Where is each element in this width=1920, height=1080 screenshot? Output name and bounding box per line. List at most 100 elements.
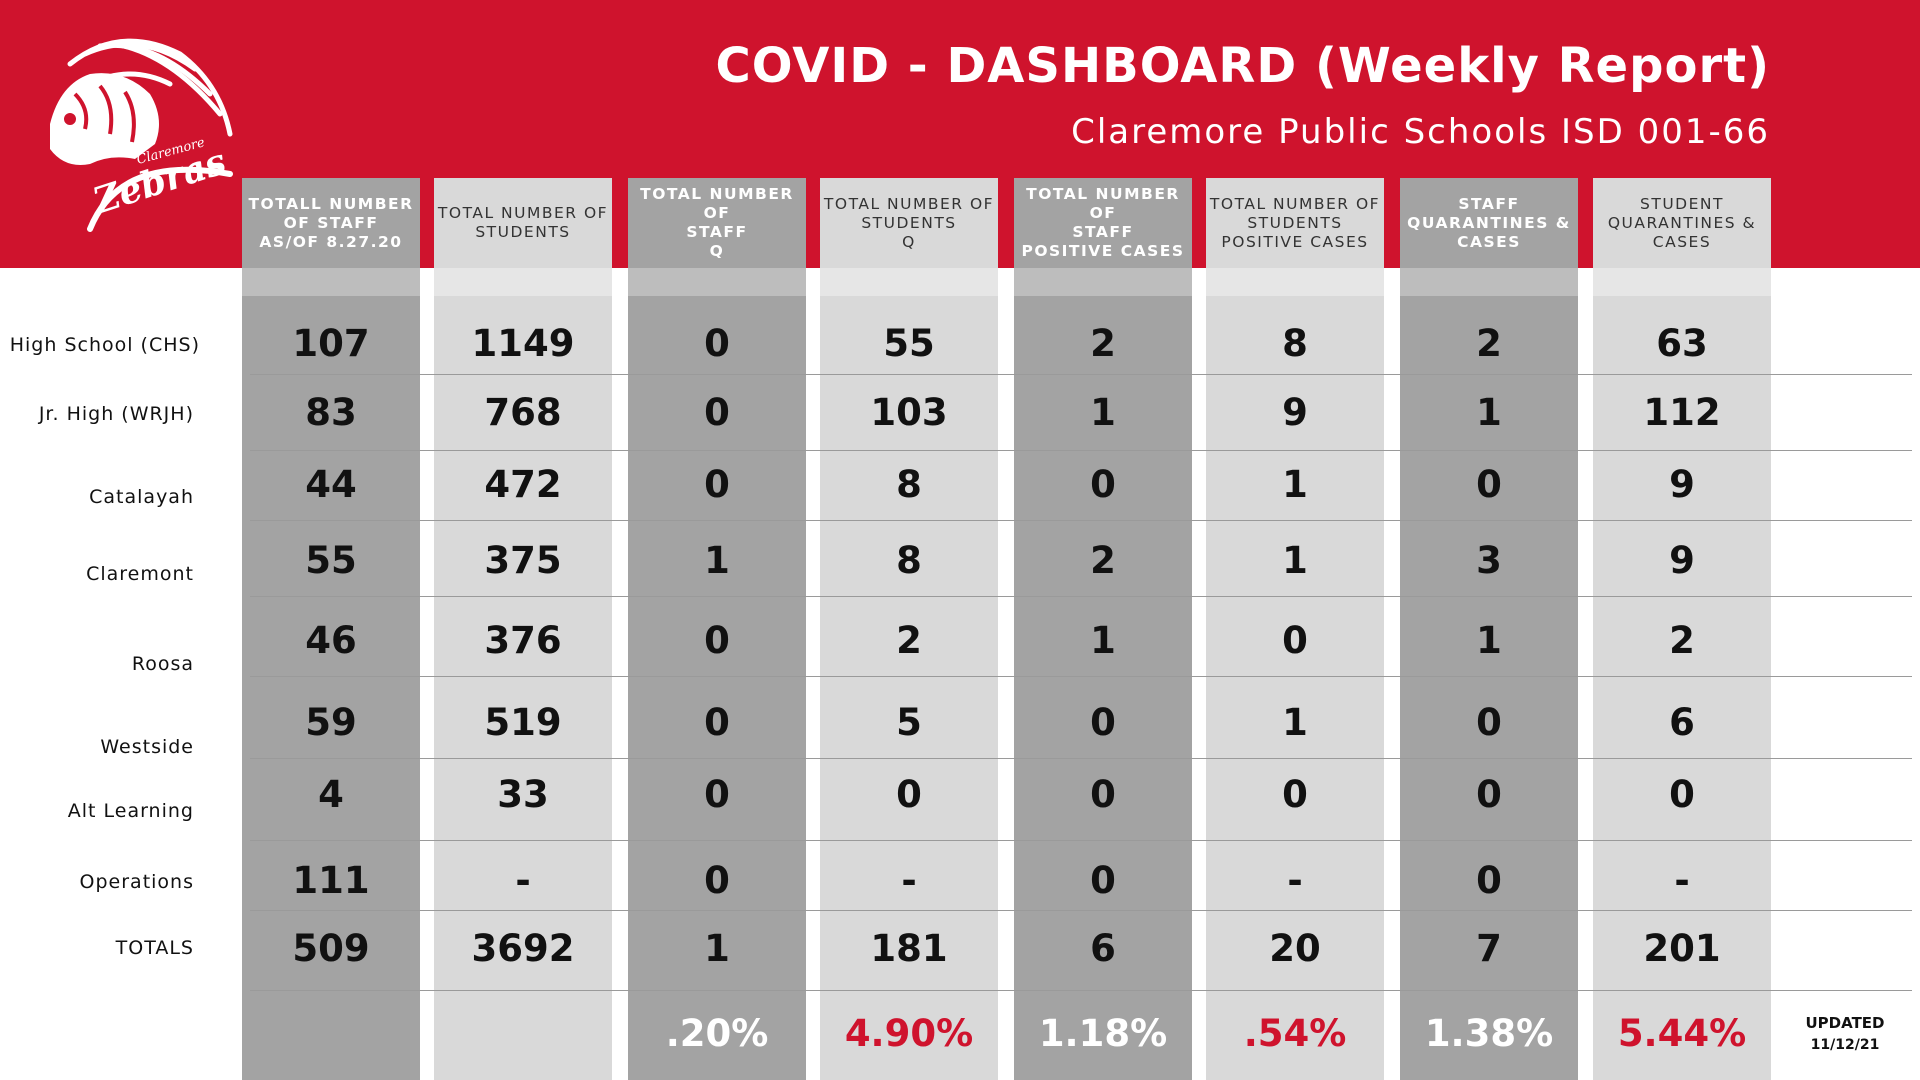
- table-cell: 0: [1669, 773, 1695, 816]
- table-cell: 1: [1476, 391, 1502, 434]
- column-header: TOTAL NUMBER OF STAFF Q: [640, 185, 794, 260]
- table-cell: 0: [1090, 859, 1116, 902]
- table-cell: 5: [896, 701, 922, 744]
- row-divider: [250, 676, 1912, 677]
- table-cell: 0: [704, 391, 730, 434]
- table-cell: 1: [704, 927, 730, 970]
- table-cell: 8: [896, 539, 922, 582]
- row-divider: [250, 450, 1912, 451]
- column-header-spacer: [628, 268, 806, 296]
- row-divider: [250, 840, 1912, 841]
- table-cell: 103: [870, 391, 948, 434]
- row-label: Alt Learning: [67, 800, 194, 822]
- column-3: TOTAL NUMBER OF STAFF Q 0 0 0 1 0 0 0 0 1 .20%: [628, 178, 806, 1080]
- table-cell: 2: [896, 619, 922, 662]
- table-cell: 0: [896, 773, 922, 816]
- column-header: TOTAL NUMBER OF STAFF POSITIVE CASES: [1021, 185, 1185, 260]
- percent-value: 4.90%: [844, 1012, 974, 1055]
- table-cell: 1: [1090, 391, 1116, 434]
- table-cell: 0: [1282, 773, 1308, 816]
- column-header-spacer: [1400, 268, 1578, 296]
- column-1: TOTALL NUMBER OF STAFF AS/OF 8.27.20 107 8…: [242, 178, 420, 1080]
- table-cell: 201: [1643, 927, 1721, 970]
- table-cell: 0: [1282, 619, 1308, 662]
- table-cell: 2: [1090, 539, 1116, 582]
- row-label: Roosa: [131, 653, 194, 675]
- table-cell: 0: [704, 322, 730, 365]
- row-divider: [250, 990, 1912, 991]
- column-header: STUDENT QUARANTINES & CASES: [1607, 194, 1757, 251]
- table-cell: 1: [704, 539, 730, 582]
- column-6: TOTAL NUMBER OF STUDENTS POSITIVE CASES 8…: [1206, 178, 1384, 1080]
- table-cell: 0: [704, 463, 730, 506]
- table-cell: 3: [1476, 539, 1502, 582]
- column-header: TOTAL NUMBER OF STUDENTS: [437, 204, 609, 241]
- percent-value: 1.38%: [1424, 1012, 1554, 1055]
- table-cell: 472: [484, 463, 562, 506]
- table-cell: 107: [292, 322, 370, 365]
- table-cell: 111: [292, 859, 370, 902]
- table-cell: 376: [484, 619, 562, 662]
- column-2: TOTAL NUMBER OF STUDENTS 1149 768 472 375 376…: [434, 178, 612, 1080]
- row-divider: [250, 910, 1912, 911]
- table-cell: 1: [1282, 463, 1308, 506]
- table-cell: 0: [704, 619, 730, 662]
- row-divider: [250, 520, 1912, 521]
- row-label: Westside: [100, 736, 194, 758]
- row-divider: [250, 374, 1912, 375]
- table-cell: 63: [1656, 322, 1708, 365]
- column-5: TOTAL NUMBER OF STAFF POSITIVE CASES 2 1 0 2…: [1014, 178, 1192, 1080]
- column-header-spacer: [1014, 268, 1192, 296]
- table-cell: 2: [1476, 322, 1502, 365]
- table-cell: 55: [883, 322, 935, 365]
- table-cell: 3692: [471, 927, 575, 970]
- column-header: TOTAL NUMBER OF STUDENTS POSITIVE CASES: [1209, 194, 1381, 251]
- table-cell: 7: [1476, 927, 1502, 970]
- table-cell: 1: [1282, 539, 1308, 582]
- table-cell: 46: [305, 619, 357, 662]
- table-cell: 0: [1476, 463, 1502, 506]
- table-cell: 4: [318, 773, 344, 816]
- table-cell: 0: [1090, 701, 1116, 744]
- table-cell: 20: [1269, 927, 1321, 970]
- table-cell: 1: [1282, 701, 1308, 744]
- row-label: Operations: [79, 871, 194, 893]
- column-header-spacer: [1206, 268, 1384, 296]
- percent-value: 5.44%: [1617, 1012, 1747, 1055]
- column-8: STUDENT QUARANTINES & CASES 63 112 9 9 2 6 0 - 20…: [1593, 178, 1771, 1080]
- table-cell: 59: [305, 701, 357, 744]
- table-cell: 0: [1090, 463, 1116, 506]
- table-cell: 8: [1282, 322, 1308, 365]
- updated-date: 11/12/21: [1810, 1037, 1880, 1053]
- column-header: TOTAL NUMBER OF STUDENTS Q: [823, 194, 995, 251]
- column-header: TOTALL NUMBER OF STAFF AS/OF 8.27.20: [248, 194, 414, 251]
- table-cell: 181: [870, 927, 948, 970]
- table-cell: 44: [305, 463, 357, 506]
- table-cell: 0: [1090, 773, 1116, 816]
- table-cell: 9: [1669, 463, 1695, 506]
- table-cell: 0: [1476, 859, 1502, 902]
- updated-stamp: UPDATED 11/12/21: [1790, 1012, 1900, 1056]
- column-header-spacer: [820, 268, 998, 296]
- updated-label: UPDATED: [1805, 1014, 1885, 1032]
- row-label: Jr. High (WRJH): [38, 403, 194, 425]
- table-cell: 112: [1643, 391, 1721, 434]
- table-cell: 509: [292, 927, 370, 970]
- table-cell: -: [901, 859, 917, 902]
- row-label: TOTALS: [115, 937, 194, 959]
- table-cell: 33: [497, 773, 549, 816]
- table-cell: -: [515, 859, 531, 902]
- table-cell: 9: [1669, 539, 1695, 582]
- table-cell: 9: [1282, 391, 1308, 434]
- table-cell: 8: [896, 463, 922, 506]
- row-divider: [250, 758, 1912, 759]
- zebra-logo-icon: Claremore Zebras: [50, 38, 233, 232]
- table-cell: 768: [484, 391, 562, 434]
- column-header: STAFF QUARANTINES & CASES: [1407, 194, 1571, 251]
- percent-value: .20%: [665, 1012, 769, 1055]
- column-header-spacer: [1593, 268, 1771, 296]
- row-label: Catalayah: [89, 486, 194, 508]
- column-7: STAFF QUARANTINES & CASES 2 1 0 3 1 0 0 0 7 1.38%: [1400, 178, 1578, 1080]
- row-divider: [250, 596, 1912, 597]
- table-cell: 55: [305, 539, 357, 582]
